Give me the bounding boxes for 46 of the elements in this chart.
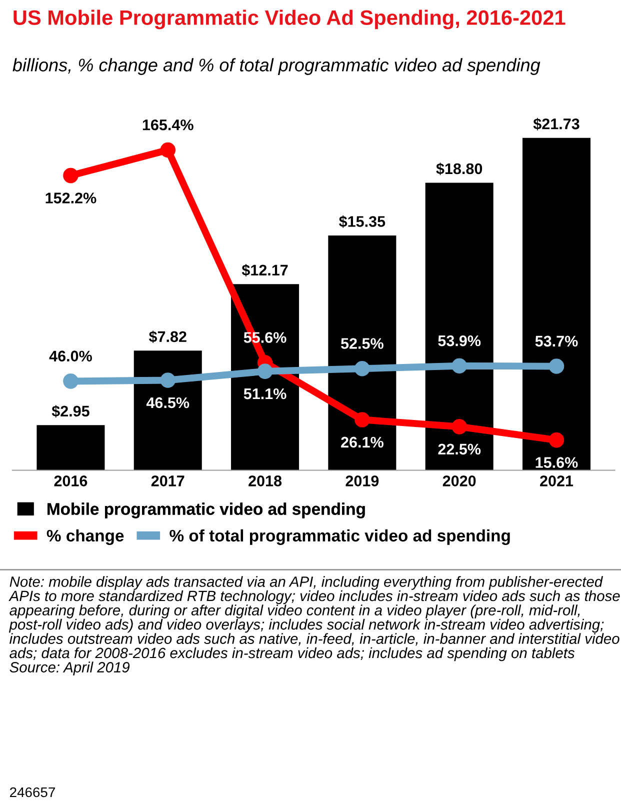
data-label: 53.7%	[535, 336, 578, 347]
legend-label: % of total programmatic video ad spending	[170, 529, 510, 545]
point	[354, 360, 370, 376]
data-label: 53.9%	[438, 335, 481, 346]
point	[548, 358, 564, 374]
point	[354, 412, 370, 428]
bar	[36, 425, 105, 470]
data-label: 52.5%	[340, 338, 384, 349]
data-label: 51.1%	[244, 388, 286, 400]
data-label: 165.4%	[142, 119, 194, 130]
data-label: $18.80	[436, 162, 482, 176]
x-tick-label: 2021	[540, 476, 574, 486]
data-label: $15.35	[339, 215, 386, 228]
legend-label: Mobile programmatic video ad spending	[48, 502, 365, 518]
x-tick-label: 2020	[442, 476, 476, 486]
chart-subtitle: billions, % change and % of total programmatic video ad spending	[12, 58, 540, 76]
x-tick-label: 2018	[248, 476, 282, 486]
point	[160, 142, 176, 158]
data-label: $21.73	[533, 118, 580, 130]
data-label: 22.5%	[438, 444, 481, 455]
point	[257, 364, 273, 379]
data-label: 46.0%	[49, 350, 92, 362]
data-label: $7.82	[148, 330, 186, 344]
text: 246657	[10, 787, 55, 798]
chart-title: US Mobile Programmatic Video Ad Spending, 2016-2021	[14, 10, 566, 30]
bar	[328, 235, 396, 470]
point	[63, 374, 78, 389]
x-tick-label: 2019	[346, 476, 379, 486]
data-label: 152.2%	[46, 192, 96, 204]
bar	[522, 138, 590, 470]
point	[160, 372, 176, 388]
x-tick-label: 2017	[151, 476, 184, 486]
legend-label: % change	[46, 529, 124, 545]
point	[548, 432, 564, 448]
data-label: $12.17	[242, 264, 288, 277]
bar	[425, 182, 494, 470]
data-label: 15.6%	[536, 457, 578, 468]
point	[452, 358, 467, 374]
data-label: $2.95	[52, 405, 90, 418]
text: Note: mobile display ads transacted via an API, including everything from publisher-erected APIs to more standardized RTB technology; video includes in-stream video ads such as those appearing before, during or after digital video content in a video player (pre-roll, mid-roll, post-roll video ads) and video overlays; includes social network in-stream video advertising; includes outstream video ads such as native, in-feed, in-article, in-banner and interstitial video ads; data for 2008-2016 excludes in-stream video ads; includes ad spending on tablets Source: April 2019	[8, 576, 620, 676]
point	[452, 419, 467, 434]
x-tick-label: 2016	[54, 476, 88, 486]
data-label: 26.1%	[341, 436, 384, 448]
bar	[134, 350, 202, 470]
point	[63, 168, 78, 184]
data-label: 46.5%	[146, 397, 190, 408]
